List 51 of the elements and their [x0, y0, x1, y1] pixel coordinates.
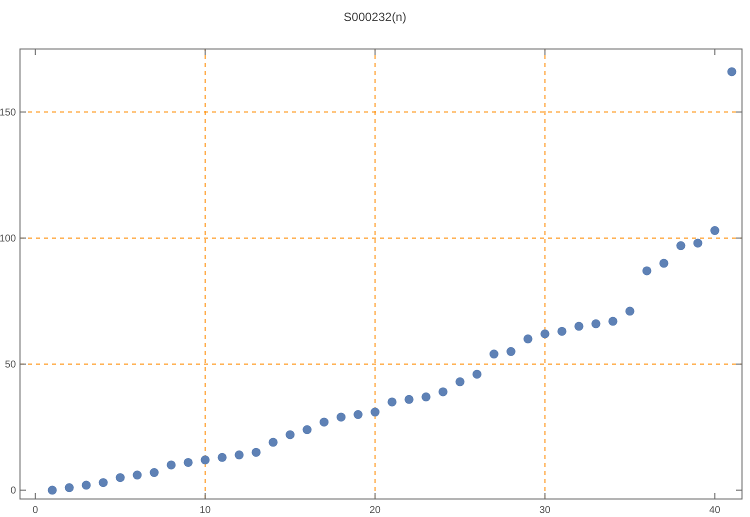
point: [574, 322, 584, 331]
point: [252, 448, 261, 457]
point: [286, 430, 295, 440]
point: [82, 480, 91, 490]
x-tick-label: 20: [369, 505, 382, 516]
x-tick-label: 40: [709, 505, 721, 516]
point: [48, 486, 57, 495]
point: [388, 397, 397, 406]
point: [540, 329, 550, 338]
point: [608, 316, 618, 326]
point: [557, 326, 566, 336]
point: [336, 412, 346, 422]
x-tick-label: 10: [200, 505, 212, 516]
point: [150, 468, 159, 478]
point: [625, 306, 634, 316]
y-tick-label: 50: [4, 360, 16, 371]
point: [184, 458, 193, 467]
point: [472, 370, 482, 379]
point: [132, 470, 142, 480]
point: [693, 238, 702, 248]
point: [506, 347, 516, 356]
point: [523, 334, 532, 344]
point: [268, 438, 278, 447]
point: [438, 387, 448, 396]
y-tick-label: 0: [10, 486, 16, 497]
point: [166, 460, 176, 470]
point: [98, 478, 108, 488]
point: [200, 455, 210, 464]
point: [489, 350, 498, 359]
chart-title: S000232(n): [344, 10, 406, 24]
y-tick-label: 100: [0, 234, 16, 245]
point: [354, 410, 363, 420]
point: [727, 67, 736, 76]
point: [218, 452, 227, 462]
point: [64, 483, 74, 492]
point: [422, 392, 431, 402]
x-tick-label: 0: [32, 505, 39, 516]
point: [659, 258, 668, 268]
point: [320, 418, 329, 427]
point: [642, 266, 652, 276]
point: [234, 450, 244, 460]
point: [710, 226, 720, 236]
point: [676, 241, 686, 250]
point: [116, 473, 125, 482]
y-tick-label: 150: [0, 108, 16, 119]
point: [370, 408, 380, 417]
point: [302, 425, 312, 434]
point: [591, 319, 600, 328]
point: [404, 394, 414, 404]
x-tick-label: 30: [539, 505, 551, 516]
point: [455, 377, 464, 386]
